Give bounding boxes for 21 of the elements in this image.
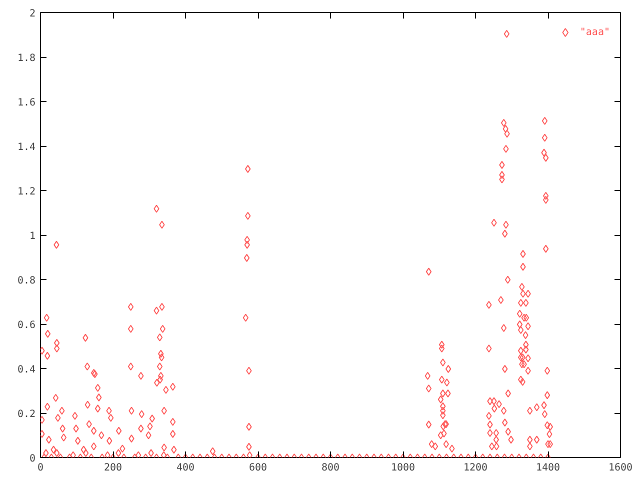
x-tick-label: 200 — [104, 462, 122, 474]
legend-label: "aaa" — [580, 26, 610, 38]
x-tick-label: 1000 — [390, 462, 416, 474]
y-tick-label: 1.6 — [17, 98, 36, 108]
y-tick-label: 2 — [29, 8, 36, 20]
x-tick-label: 0 — [37, 462, 44, 474]
y-tick-label: 1.8 — [17, 53, 36, 64]
x-tick-label: 1600 — [608, 462, 633, 474]
y-tick-label: 0.2 — [17, 409, 36, 420]
x-tick-label: 1400 — [536, 462, 560, 474]
x-tick-label: 800 — [321, 462, 340, 474]
x-tick-label: 600 — [248, 462, 268, 474]
y-tick-label: 1 — [29, 231, 36, 242]
y-tick-label: 0.8 — [17, 276, 36, 286]
y-tick-label: 1.2 — [17, 186, 36, 198]
y-tick-label: 0 — [29, 454, 36, 464]
y-tick-label: 0.4 — [17, 364, 36, 376]
x-tick-label: 400 — [176, 462, 195, 474]
y-tick-label: 1.4 — [17, 142, 36, 153]
y-tick-label: 0.6 — [17, 320, 36, 331]
x-tick-label: 1200 — [463, 462, 488, 474]
